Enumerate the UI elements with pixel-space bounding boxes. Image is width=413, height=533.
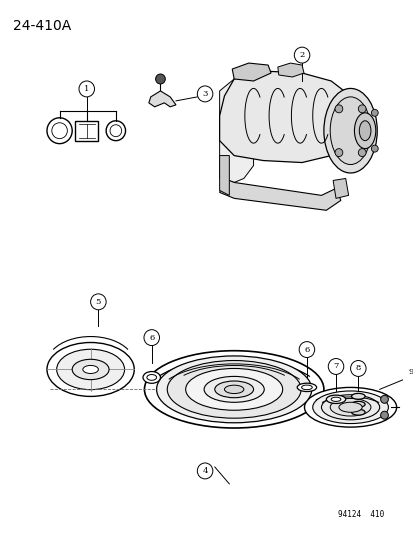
- Circle shape: [52, 123, 67, 139]
- Ellipse shape: [312, 391, 387, 424]
- Ellipse shape: [351, 401, 364, 407]
- Circle shape: [90, 294, 106, 310]
- Polygon shape: [148, 91, 176, 107]
- Ellipse shape: [297, 383, 316, 392]
- Polygon shape: [332, 179, 348, 198]
- Text: 3: 3: [202, 90, 207, 98]
- Circle shape: [197, 463, 212, 479]
- Polygon shape: [219, 76, 263, 182]
- Circle shape: [380, 411, 387, 419]
- Ellipse shape: [330, 399, 370, 416]
- Ellipse shape: [204, 376, 263, 402]
- Circle shape: [370, 109, 377, 116]
- Text: 94124  410: 94124 410: [337, 510, 384, 519]
- Ellipse shape: [142, 372, 160, 383]
- Circle shape: [370, 145, 377, 152]
- Text: 2: 2: [299, 51, 304, 59]
- Ellipse shape: [214, 381, 253, 398]
- Ellipse shape: [330, 97, 370, 165]
- Ellipse shape: [325, 395, 345, 403]
- Ellipse shape: [330, 397, 340, 401]
- Circle shape: [350, 360, 365, 376]
- Circle shape: [380, 395, 387, 403]
- Polygon shape: [219, 156, 229, 196]
- Ellipse shape: [156, 356, 311, 423]
- Text: 4: 4: [202, 467, 207, 475]
- Ellipse shape: [185, 368, 282, 410]
- Ellipse shape: [147, 375, 156, 381]
- Circle shape: [328, 359, 343, 375]
- Text: 6: 6: [149, 334, 154, 342]
- Circle shape: [358, 149, 365, 157]
- Circle shape: [358, 105, 365, 113]
- Text: 9: 9: [408, 368, 413, 376]
- Ellipse shape: [321, 395, 379, 420]
- Text: 7: 7: [332, 362, 338, 370]
- Text: 24-410A: 24-410A: [13, 19, 71, 33]
- Circle shape: [106, 121, 125, 141]
- Circle shape: [144, 330, 159, 345]
- Ellipse shape: [351, 409, 364, 415]
- Circle shape: [403, 365, 413, 381]
- Polygon shape: [219, 71, 359, 163]
- Polygon shape: [75, 121, 98, 141]
- Circle shape: [79, 81, 94, 97]
- Polygon shape: [277, 63, 303, 77]
- Ellipse shape: [57, 349, 124, 390]
- Ellipse shape: [83, 366, 98, 374]
- Circle shape: [299, 342, 314, 358]
- Ellipse shape: [323, 88, 376, 173]
- Circle shape: [47, 118, 72, 144]
- Circle shape: [334, 149, 342, 157]
- Ellipse shape: [354, 113, 375, 149]
- Text: 8: 8: [355, 365, 360, 373]
- Ellipse shape: [304, 387, 396, 427]
- Ellipse shape: [47, 343, 134, 397]
- Text: 5: 5: [95, 298, 101, 306]
- Circle shape: [110, 125, 121, 136]
- Circle shape: [197, 86, 212, 102]
- Ellipse shape: [72, 359, 109, 379]
- Ellipse shape: [358, 121, 370, 141]
- Ellipse shape: [301, 385, 311, 390]
- Ellipse shape: [144, 351, 323, 428]
- Ellipse shape: [224, 385, 243, 393]
- Ellipse shape: [351, 393, 364, 399]
- Text: 1: 1: [84, 85, 89, 93]
- Circle shape: [294, 47, 309, 63]
- Ellipse shape: [167, 360, 300, 418]
- Circle shape: [155, 74, 165, 84]
- Polygon shape: [219, 179, 340, 211]
- Text: 6: 6: [304, 345, 309, 353]
- Circle shape: [334, 105, 342, 113]
- Ellipse shape: [338, 402, 361, 413]
- Polygon shape: [232, 63, 271, 81]
